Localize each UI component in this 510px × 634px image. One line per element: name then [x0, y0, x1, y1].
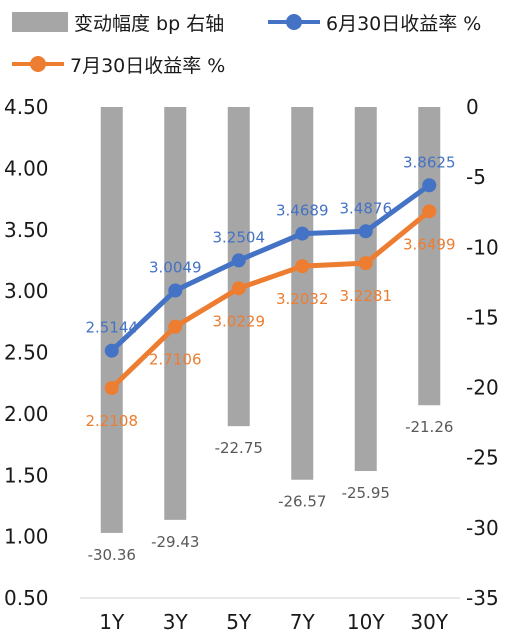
line-data-label: 2.5144	[86, 319, 139, 337]
bar-series-change	[100, 107, 441, 533]
right-tick-label: -15	[466, 305, 499, 329]
series-line	[110, 183, 431, 353]
legend-label-bar-change: 变动幅度 bp 右轴	[74, 13, 224, 35]
series-point	[168, 283, 183, 298]
x-tick-label: 1Y	[99, 610, 125, 634]
left-tick-label: 2.00	[4, 402, 49, 426]
line-data-label: 3.8625	[403, 153, 456, 171]
series-point	[231, 253, 246, 268]
right-tick-label: -25	[466, 446, 499, 470]
line-data-label: 3.0229	[213, 312, 266, 330]
x-tick-label: 5Y	[226, 610, 252, 634]
right-tick-label: -20	[466, 376, 499, 400]
left-tick-label: 4.00	[4, 156, 49, 180]
series-point	[168, 319, 183, 334]
bar-data-label: -26.57	[278, 493, 326, 511]
line-data-label: 2.7106	[149, 351, 202, 369]
series-point	[422, 204, 437, 219]
line-series	[104, 178, 437, 395]
left-axis: 4.50 4.00 3.50 3.00 2.50 2.00 1.50 1.00 0.50	[4, 95, 49, 610]
bar	[100, 107, 123, 533]
bar-data-label: -21.26	[405, 418, 453, 436]
legend-label-jun30: 6月30日收益率 %	[326, 13, 481, 35]
line-data-label: 3.2032	[276, 290, 329, 308]
line-data-label: 3.0049	[149, 259, 202, 277]
series-point	[295, 259, 310, 274]
left-tick-label: 2.50	[4, 341, 49, 365]
line-data-label: 3.4876	[340, 199, 393, 217]
line-data-labels: 2.5144 3.0049 3.2504 3.4689 3.4876 3.8625 2.21…	[86, 153, 456, 430]
left-tick-label: 4.50	[4, 95, 49, 119]
right-axis: 0 -5 -10 -15 -20 -25 -30 -35	[466, 95, 499, 610]
legend-swatch-jul30-line	[12, 56, 64, 72]
line-data-label: 3.6499	[403, 235, 456, 253]
series-point	[422, 178, 437, 193]
series-point	[358, 224, 373, 239]
right-tick-label: 0	[466, 95, 479, 119]
line-data-label: 3.4689	[276, 202, 329, 220]
line-data-label: 2.2108	[86, 412, 139, 430]
left-tick-label: 1.50	[4, 463, 49, 487]
x-axis: 1Y 3Y 5Y 7Y 10Y 30Y	[99, 610, 449, 634]
series-point	[295, 226, 310, 241]
legend-swatch-bar-change	[12, 12, 68, 32]
bar-data-label: -30.36	[88, 546, 136, 564]
right-tick-label: -10	[466, 235, 499, 259]
legend-label-jul30: 7月30日收益率 %	[70, 55, 225, 77]
bar	[291, 107, 314, 480]
series-point	[104, 343, 119, 358]
legend-swatch-jun30-line	[268, 14, 320, 30]
bar-data-labels: -30.36 -29.43 -22.75 -26.57 -25.95 -21.26	[88, 418, 454, 564]
series-point	[104, 380, 119, 395]
left-tick-label: 1.00	[4, 525, 49, 549]
x-tick-label: 10Y	[347, 610, 385, 634]
line-data-label: 3.2504	[213, 228, 266, 246]
bar-data-label: -25.95	[342, 484, 390, 502]
right-tick-label: -5	[466, 165, 486, 189]
series-point	[358, 256, 373, 271]
series-point	[231, 281, 246, 296]
right-tick-label: -30	[466, 516, 499, 540]
line-data-label: 3.2281	[340, 287, 393, 305]
bar-data-label: -22.75	[215, 439, 263, 457]
left-tick-label: 3.00	[4, 279, 49, 303]
left-tick-label: 0.50	[4, 586, 49, 610]
x-tick-label: 7Y	[290, 610, 316, 634]
legend: 变动幅度 bp 右轴 6月30日收益率 % 7月30日收益率 %	[12, 12, 481, 77]
bar	[354, 107, 377, 472]
x-tick-label: 30Y	[410, 610, 448, 634]
series-line	[110, 209, 431, 390]
bar	[418, 107, 441, 406]
left-tick-label: 3.50	[4, 218, 49, 242]
x-tick-label: 3Y	[163, 610, 189, 634]
bar-data-label: -29.43	[151, 533, 199, 551]
right-tick-label: -35	[466, 586, 499, 610]
bar	[164, 107, 187, 520]
